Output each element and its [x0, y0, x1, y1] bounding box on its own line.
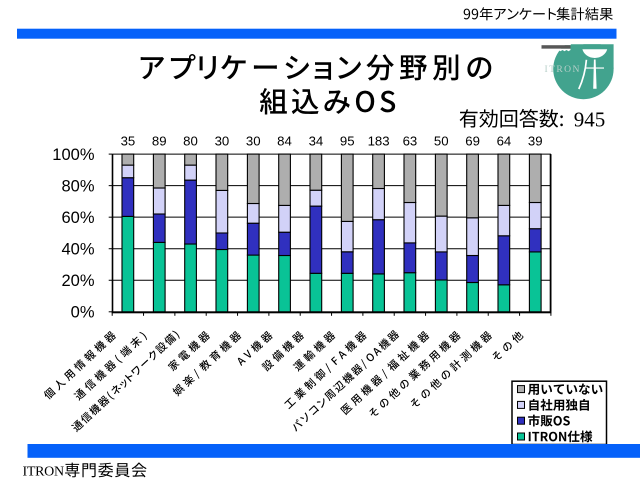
svg-text:95: 95 — [340, 133, 355, 148]
svg-text:80: 80 — [183, 133, 198, 148]
svg-text:63: 63 — [403, 133, 418, 148]
svg-text:69: 69 — [465, 133, 480, 148]
svg-text:39: 39 — [528, 133, 543, 148]
svg-text:50: 50 — [434, 133, 449, 148]
svg-text:80%: 80% — [61, 178, 94, 196]
svg-text:30: 30 — [215, 133, 230, 148]
svg-text:64: 64 — [497, 133, 512, 148]
svg-text:20%: 20% — [61, 272, 94, 290]
svg-text:89: 89 — [152, 133, 167, 148]
svg-text:0%: 0% — [71, 304, 95, 322]
svg-text:ITRON: ITRON — [545, 64, 581, 75]
svg-text:945: 945 — [574, 107, 606, 131]
svg-text:183: 183 — [368, 133, 390, 148]
svg-text:84: 84 — [277, 133, 292, 148]
svg-text:30: 30 — [246, 133, 261, 148]
svg-text:60%: 60% — [61, 209, 94, 227]
svg-text:40%: 40% — [61, 241, 94, 259]
svg-text:34: 34 — [309, 133, 324, 148]
svg-text:100%: 100% — [52, 146, 95, 164]
svg-text:ITRON: ITRON — [23, 465, 64, 480]
svg-text:35: 35 — [121, 133, 136, 148]
